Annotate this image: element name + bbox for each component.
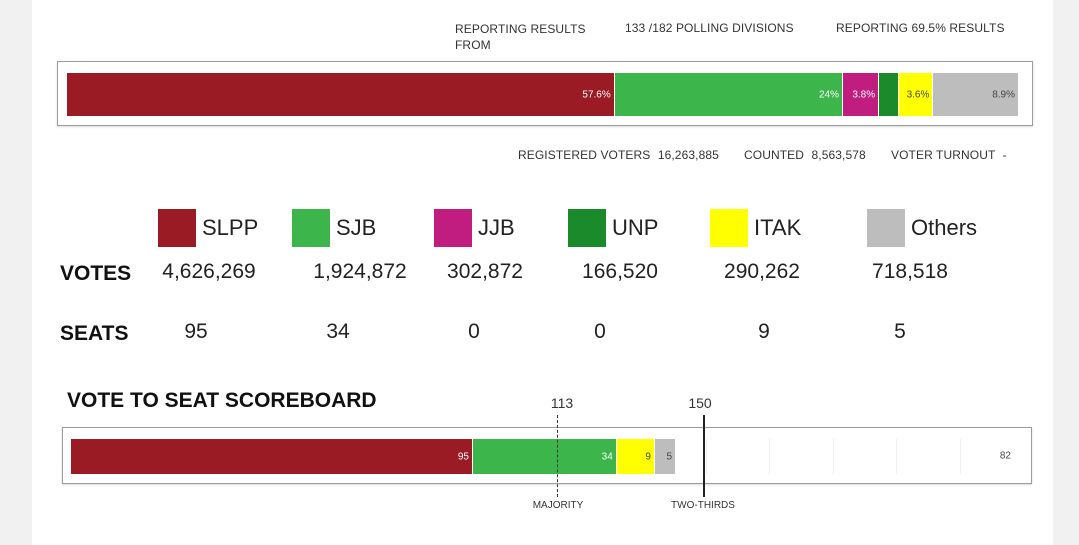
legend-label-sjb: SJB xyxy=(336,215,377,240)
results-card: REPORTING RESULTS FROM 133 /182 POLLING … xyxy=(32,0,1053,545)
majority-line xyxy=(557,415,558,497)
legend-label-jjb: JJB xyxy=(478,215,515,240)
turnout-value: - xyxy=(1002,148,1007,162)
two-thirds-line xyxy=(703,415,705,497)
seats-row-label: SEATS xyxy=(60,322,129,345)
registered-voters: REGISTERED VOTERS 16,263,885 xyxy=(518,148,719,162)
votes-itak: 290,262 xyxy=(724,260,800,283)
seat-scoreboard-bar: 95 34 9 5 82 xyxy=(62,427,1032,484)
legend-swatch-slpp xyxy=(158,209,196,247)
seats-sjb: 34 xyxy=(326,320,350,343)
vote-share-segment-itak: 3.6% xyxy=(899,73,934,116)
seat-segment-sjb: 34 xyxy=(472,439,617,474)
reporting-results-line1: REPORTING RESULTS xyxy=(455,22,586,36)
seat-label-sjb: 34 xyxy=(601,451,613,462)
vote-share-segment-others: 8.9% xyxy=(933,73,1018,116)
reporting-results-label: REPORTING RESULTS FROM xyxy=(455,21,595,53)
vote-share-segment-sjb: 24% xyxy=(614,73,843,116)
scoreboard-title: VOTE TO SEAT SCOREBOARD xyxy=(67,389,377,412)
seats-slpp: 95 xyxy=(184,320,208,343)
votes-unp: 166,520 xyxy=(582,260,658,283)
legend-label-others: Others xyxy=(911,215,978,240)
registered-voters-value: 16,263,885 xyxy=(657,148,719,162)
legend-swatch-unp xyxy=(568,209,606,247)
majority-value: 113 xyxy=(550,395,574,411)
seat-label-itak: 9 xyxy=(645,451,651,462)
seat-label-slpp: 95 xyxy=(457,451,469,462)
legend-swatch-jjb xyxy=(434,209,472,247)
vote-share-label-others: 8.9% xyxy=(992,89,1015,100)
vote-share-segment-unp xyxy=(879,73,900,116)
votes-others: 718,518 xyxy=(872,260,948,283)
seat-segment-slpp: 95 xyxy=(71,439,473,474)
legend-label-slpp: SLPP xyxy=(202,215,259,240)
two-thirds-value: 150 xyxy=(688,395,712,411)
grid-tick xyxy=(832,439,834,474)
registered-voters-label: REGISTERED VOTERS xyxy=(518,148,651,162)
votes-jjb: 302,872 xyxy=(447,260,523,283)
votes-row-label: VOTES xyxy=(60,262,132,285)
vote-share-label-jjb: 3.8% xyxy=(852,89,876,100)
seat-track: 95 34 9 5 xyxy=(71,439,1023,474)
grid-tick xyxy=(705,439,707,474)
vote-share-label-slpp: 57.6% xyxy=(582,89,611,100)
grid-tick xyxy=(959,439,961,474)
seats-unp: 0 xyxy=(594,320,606,343)
vote-share-segment-jjb: 3.8% xyxy=(843,73,880,116)
vote-share-segment-slpp: 57.6% xyxy=(67,73,615,116)
legend-swatch-itak xyxy=(710,209,748,247)
votes-slpp: 4,626,269 xyxy=(162,260,256,283)
seat-label-others: 5 xyxy=(666,451,673,462)
vote-share-label-itak: 3.6% xyxy=(906,89,930,100)
remaining-seats-label: 82 xyxy=(999,450,1011,461)
majority-label: MAJORITY xyxy=(532,500,584,511)
seats-jjb: 0 xyxy=(468,320,480,343)
polling-divisions: 133 /182 POLLING DIVISIONS xyxy=(625,21,794,35)
legend-label-unp: UNP xyxy=(612,215,659,240)
legend-label-itak: ITAK xyxy=(754,215,802,240)
two-thirds-label: TWO-THIRDS xyxy=(671,500,735,511)
counted-value: 8,563,578 xyxy=(811,148,866,162)
reporting-percentage: REPORTING 69.5% RESULTS xyxy=(836,21,1005,35)
vote-share-bar: 57.6% 24% 3.8% 3.6% 8.9% xyxy=(57,61,1033,126)
voter-turnout: VOTER TURNOUT - xyxy=(891,148,1007,162)
seats-itak: 9 xyxy=(758,320,770,343)
grid-tick xyxy=(896,439,898,474)
legend-swatch-others xyxy=(867,209,905,247)
counted-votes: COUNTED 8,563,578 xyxy=(744,148,866,162)
vote-share-track: 57.6% 24% 3.8% 3.6% 8.9% xyxy=(67,73,1018,116)
turnout-label: VOTER TURNOUT xyxy=(891,148,996,162)
seat-segment-others: 5 xyxy=(654,439,677,474)
grid-tick xyxy=(769,439,771,474)
reporting-results-line2: FROM xyxy=(455,38,491,52)
votes-sjb: 1,924,872 xyxy=(313,260,407,283)
seat-segment-itak: 9 xyxy=(616,439,655,474)
vote-share-label-sjb: 24% xyxy=(818,89,839,100)
seats-others: 5 xyxy=(894,320,906,343)
counted-label: COUNTED xyxy=(744,148,805,162)
legend-swatch-sjb xyxy=(292,209,330,247)
